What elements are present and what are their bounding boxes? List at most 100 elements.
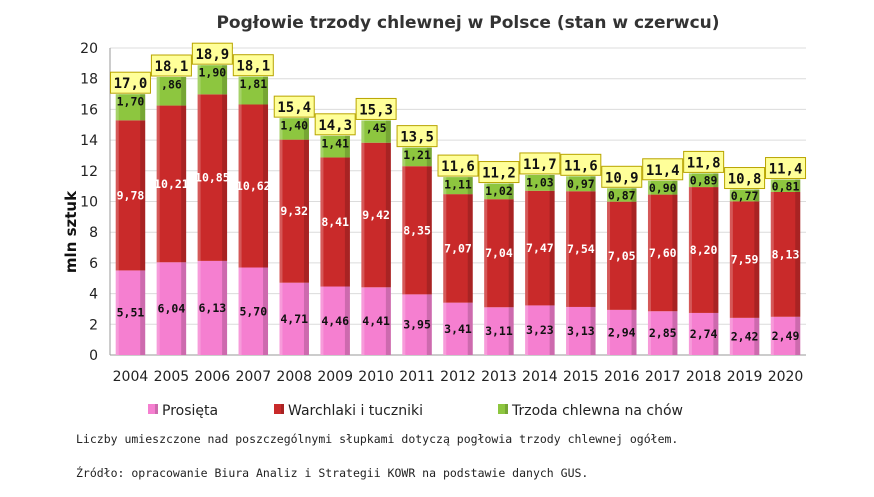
y-tick-label: 0 bbox=[89, 348, 98, 364]
bar-segment-shade bbox=[590, 176, 596, 192]
bar-segment-highlight bbox=[688, 187, 692, 313]
bar-value-label: 9,32 bbox=[280, 204, 308, 218]
bar-value-label: 0,81 bbox=[772, 179, 800, 193]
bar-segment-highlight bbox=[729, 201, 733, 318]
total-label: 18,1 bbox=[236, 59, 270, 75]
bar-segment-highlight bbox=[279, 282, 283, 355]
x-tick-label: 2015 bbox=[563, 369, 599, 385]
bar-segment-shade bbox=[303, 139, 309, 283]
bar-segment bbox=[156, 262, 187, 355]
bar-segment-highlight bbox=[320, 157, 324, 287]
x-tick-label: 2012 bbox=[440, 369, 476, 385]
bar-value-label: 10,85 bbox=[195, 171, 230, 185]
bar-segment bbox=[361, 142, 391, 288]
x-tick-label: 2016 bbox=[604, 369, 640, 385]
bar-segment bbox=[443, 177, 473, 195]
bar-value-label: 0,89 bbox=[690, 174, 718, 188]
bar-segment-shade bbox=[713, 187, 719, 313]
total-label: 11,8 bbox=[687, 155, 721, 171]
bar-group: 3,11 7,04 1,02 11,2 bbox=[478, 161, 520, 355]
bar-segment-highlight bbox=[361, 287, 365, 355]
footnote: Liczby umieszczone nad poszczególnymi sł… bbox=[76, 432, 679, 446]
bar-value-label: 10,21 bbox=[154, 177, 189, 191]
bar-value-label: ,86 bbox=[161, 78, 182, 92]
bar-value-label: 1,70 bbox=[117, 95, 145, 109]
y-tick-label: 10 bbox=[80, 195, 98, 211]
bar-segment-shade bbox=[631, 201, 637, 310]
bar-segment-shade bbox=[263, 76, 269, 105]
bar-group: 2,74 8,20 0,89 11,8 bbox=[683, 150, 725, 355]
total-label-box bbox=[232, 54, 274, 77]
bar-value-label: 7,59 bbox=[731, 253, 759, 267]
bar-segment-highlight bbox=[566, 176, 570, 192]
bar-segment bbox=[525, 305, 555, 355]
bar-group: 4,71 9,32 1,40 15,4 bbox=[273, 95, 315, 355]
legend-swatch-shade bbox=[505, 404, 508, 414]
bar-segment-shade bbox=[754, 189, 760, 202]
bar-value-label: 3,23 bbox=[526, 323, 554, 337]
bar-value-label: 7,54 bbox=[567, 242, 595, 256]
bar-segment-shade bbox=[508, 199, 514, 308]
bar-segment bbox=[729, 317, 760, 355]
bar-segment bbox=[320, 157, 350, 287]
bar-group: 3,41 7,07 1,11 11,6 bbox=[437, 154, 479, 355]
bar-segment-shade bbox=[508, 307, 514, 355]
bar-segment-shade bbox=[263, 104, 269, 268]
bar-segment-highlight bbox=[770, 316, 774, 355]
bar-segment bbox=[320, 286, 350, 355]
legend-item: Trzoda chlewna na chów bbox=[498, 403, 683, 419]
bar-segment bbox=[729, 201, 760, 318]
bar-value-label: 7,04 bbox=[485, 246, 513, 260]
bar-segment-highlight bbox=[443, 177, 447, 195]
bar-segment-highlight bbox=[484, 183, 488, 200]
y-tick-label: 18 bbox=[80, 72, 98, 88]
bar-segment-shade bbox=[385, 287, 391, 355]
total-label: 18,9 bbox=[195, 47, 229, 63]
bar-value-label: 2,74 bbox=[690, 327, 718, 341]
bar-segment-shade bbox=[222, 94, 228, 261]
bar-segment-highlight bbox=[156, 105, 160, 263]
bar-value-label: 1,21 bbox=[403, 148, 431, 162]
bar-value-label: 1,11 bbox=[444, 178, 472, 192]
y-tick-label: 20 bbox=[80, 41, 98, 57]
bar-value-label: 6,13 bbox=[199, 301, 227, 315]
bar-value-label: 5,51 bbox=[117, 306, 145, 320]
bar-group: 2,85 7,60 0,90 11,4 bbox=[642, 158, 684, 355]
bar-segment-highlight bbox=[729, 317, 733, 355]
total-label: 10,9 bbox=[605, 170, 639, 186]
x-tick-label: 2020 bbox=[768, 369, 804, 385]
bar-value-label: 9,78 bbox=[117, 188, 145, 202]
bar-segment-highlight bbox=[607, 309, 611, 355]
bar-value-label: 3,41 bbox=[444, 322, 472, 336]
bar-segment bbox=[197, 94, 228, 261]
bar-segment bbox=[115, 94, 146, 121]
bar-segment bbox=[443, 194, 473, 303]
bar-segment-shade bbox=[426, 294, 432, 355]
total-label: 17,0 bbox=[114, 76, 148, 92]
bar-group: 3,95 8,35 1,21 13,5 bbox=[396, 125, 438, 355]
x-tick-label: 2004 bbox=[113, 369, 149, 385]
total-label: 11,7 bbox=[523, 157, 557, 173]
bar-segment bbox=[115, 120, 146, 271]
bar-segment bbox=[770, 316, 801, 355]
bar-segment bbox=[607, 309, 637, 355]
total-label: 11,6 bbox=[441, 159, 475, 175]
bar-segment bbox=[729, 189, 760, 202]
bar-value-label: 0,97 bbox=[567, 177, 595, 191]
total-label-box bbox=[478, 161, 520, 184]
bar-segment bbox=[647, 311, 678, 355]
bar-segment bbox=[770, 179, 801, 192]
total-label-box bbox=[150, 54, 192, 77]
bar-segment-shade bbox=[344, 157, 350, 287]
bar-segment bbox=[361, 120, 391, 143]
bar-segment bbox=[566, 306, 596, 355]
bar-segment-highlight bbox=[197, 260, 201, 355]
bar-segment-highlight bbox=[238, 104, 242, 268]
bar-value-label: 8,13 bbox=[772, 247, 800, 261]
bar-segment-highlight bbox=[729, 189, 733, 202]
bar-segment-highlight bbox=[115, 94, 119, 121]
bar-segment-highlight bbox=[320, 135, 324, 158]
bar-group: 4,46 8,41 1,41 14,3 bbox=[314, 113, 356, 355]
bar-segment-shade bbox=[713, 173, 719, 188]
